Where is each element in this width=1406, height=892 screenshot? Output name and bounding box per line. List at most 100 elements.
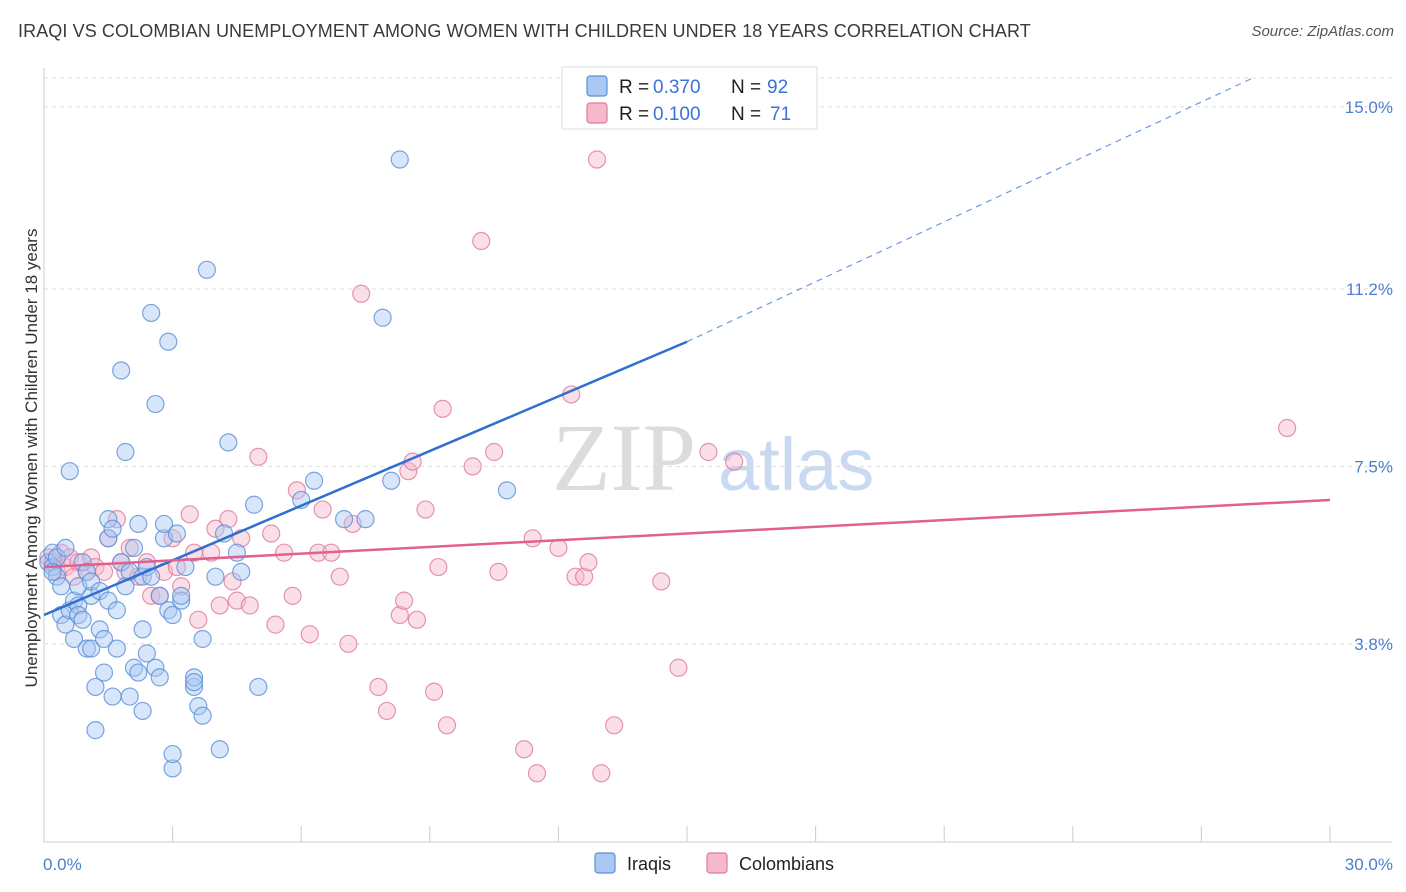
iraqis-point-32 [107,601,126,620]
legend-n-value-colombians: 71 [770,104,791,125]
legend-n-label-colombians: N = [731,104,761,125]
iraqis-point-83 [334,510,354,529]
chart-title: IRAQI VS COLOMBIAN UNEMPLOYMENT AMONG WO… [18,21,1031,41]
iraqis-point-22 [86,721,105,740]
colombians-point-41 [287,481,307,500]
iraqis-point-21 [86,677,105,697]
y-tick-labels: 3.8% 7.5% 11.2% 15.0% [1345,98,1393,654]
legend-swatch-iraqis [586,75,608,97]
iraqis-point-71 [193,629,212,649]
colombians-point-76 [605,716,624,735]
iraqis-point-68 [184,673,204,692]
colombians-point-42 [300,625,319,644]
iraqis-point-73 [206,567,225,586]
bottom-legend-swatch-iraqis [594,852,616,874]
iraqis-point-10 [64,629,84,649]
colombians-point-77 [652,572,671,591]
iraqis-point-60 [163,759,182,778]
iraqis-point-79 [244,495,264,514]
iraqis-point-53 [150,586,169,605]
iraqis-point-69 [189,697,208,716]
iraqis-point-39 [120,687,139,706]
colombians-point-78 [669,658,688,677]
colombians-point-60 [433,399,452,418]
colombians-point-74 [587,150,607,169]
iraqis-point-52 [146,658,165,677]
colombians-point-75 [592,764,611,783]
colombians-point-9 [82,548,101,567]
y-tick-label-1: 7.5% [1354,457,1393,476]
iraqis-point-86 [382,471,401,490]
iraqis-point-49 [142,303,161,323]
iraqis-points [39,150,517,778]
colombians-point-64 [485,442,504,462]
iraqis-point-76 [219,433,238,452]
iraqis-point-17 [77,639,96,658]
colombians-point-58 [424,682,444,701]
iraqis-point-66 [184,677,204,697]
iraqis-trend-line [43,340,688,617]
iraqis-point-35 [112,361,131,380]
iraqis-point-61 [163,744,182,764]
trend-lines [43,77,1331,617]
x-tick-label-min: 0.0% [43,855,82,874]
legend-n-value-iraqis: 92 [767,77,788,98]
colombians-point-54 [399,462,418,481]
iraqis-point-51 [146,394,165,414]
colombians-point-50 [369,677,388,697]
iraqis-point-58 [159,332,178,351]
iraqis-point-20 [82,639,101,658]
colombians-point-51 [377,701,397,721]
y-axis-label: Unemployment Among Women with Children U… [22,229,41,688]
y-tick-label-2: 11.2% [1346,280,1393,299]
colombians-point-25 [180,505,199,524]
colombians-point-67 [523,529,542,548]
colombians-point-69 [549,538,568,557]
iraqis-point-31 [103,687,122,706]
colombians-point-16 [120,538,139,557]
colombians-point-46 [330,567,349,586]
legend-r-label-iraqis: R = [619,77,649,98]
iraqis-point-67 [184,668,204,687]
iraqis-point-85 [373,308,392,327]
iraqis-point-87 [390,150,409,169]
iraqis-point-74 [210,740,229,759]
watermark-zip: ZIP [552,404,696,511]
iraqis-point-88 [497,481,517,500]
colombians-point-53 [394,591,414,610]
colombians-point-44 [313,500,332,519]
iraqis-point-30 [103,519,122,538]
colombians-point-80 [725,452,744,471]
iraqis-point-78 [232,562,251,581]
bottom-legend: Iraqis Colombians [594,852,834,874]
colombians-point-56 [407,610,427,629]
iraqis-point-62 [167,524,186,543]
colombians-point-36 [249,447,268,466]
iraqis-point-28 [99,529,118,548]
bottom-legend-label-iraqis: Iraqis [627,854,671,874]
colombians-point-40 [283,586,302,605]
iraqis-point-59 [163,605,182,625]
legend-r-value-iraqis: 0.370 [653,77,701,98]
iraqis-point-27 [99,510,118,529]
iraqis-point-24 [90,620,109,639]
x-tick-label-max: 30.0% [1345,855,1393,874]
colombians-point-38 [266,615,285,634]
top-legend: R = 0.370 N = 92 R = 0.100 N = 71 [561,66,818,130]
colombians-point-81 [1278,418,1297,438]
colombians-point-30 [210,596,229,615]
iraqis-point-80 [249,677,268,697]
legend-r-value-colombians: 0.100 [653,104,701,125]
iraqis-point-65 [172,586,191,605]
iraqis-point-43 [129,514,148,534]
axes [43,68,1392,843]
iraqis-point-40 [124,538,144,557]
chart-source: Source: ZipAtlas.com [1251,23,1394,40]
iraqis-point-6 [56,615,75,634]
iraqis-point-72 [197,260,216,279]
colombians-point-39 [274,543,294,562]
iraqis-point-42 [129,663,148,682]
iraqis-point-36 [116,442,135,462]
colombians-point-68 [527,764,547,783]
